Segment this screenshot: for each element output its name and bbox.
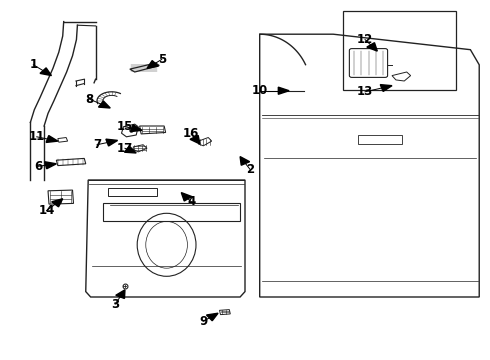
Text: 2: 2: [246, 163, 254, 176]
Text: 10: 10: [251, 84, 268, 97]
Polygon shape: [116, 290, 125, 298]
Text: 14: 14: [38, 204, 55, 217]
Text: 8: 8: [85, 93, 93, 105]
Polygon shape: [46, 136, 58, 143]
Text: 1: 1: [29, 58, 37, 71]
Text: 13: 13: [357, 85, 373, 98]
Polygon shape: [181, 193, 192, 201]
Text: 17: 17: [117, 142, 133, 155]
Polygon shape: [106, 139, 118, 146]
Text: 16: 16: [183, 127, 199, 140]
Text: 15: 15: [117, 120, 133, 133]
Polygon shape: [240, 157, 250, 165]
Polygon shape: [190, 135, 200, 144]
Text: 4: 4: [187, 195, 195, 208]
Text: 3: 3: [111, 298, 119, 311]
Text: 12: 12: [357, 33, 373, 46]
Polygon shape: [147, 60, 158, 68]
Text: 6: 6: [34, 160, 42, 173]
Text: 11: 11: [28, 130, 45, 143]
Polygon shape: [380, 85, 392, 91]
Text: 9: 9: [199, 315, 207, 328]
Polygon shape: [98, 101, 110, 108]
Polygon shape: [124, 146, 136, 153]
Polygon shape: [130, 125, 142, 131]
Polygon shape: [40, 68, 51, 76]
Polygon shape: [278, 87, 289, 94]
Polygon shape: [367, 43, 377, 51]
Polygon shape: [206, 313, 218, 321]
Text: 7: 7: [93, 138, 101, 151]
Bar: [343, 11, 456, 90]
Text: 5: 5: [158, 53, 166, 66]
Polygon shape: [45, 162, 56, 169]
Polygon shape: [51, 199, 63, 207]
